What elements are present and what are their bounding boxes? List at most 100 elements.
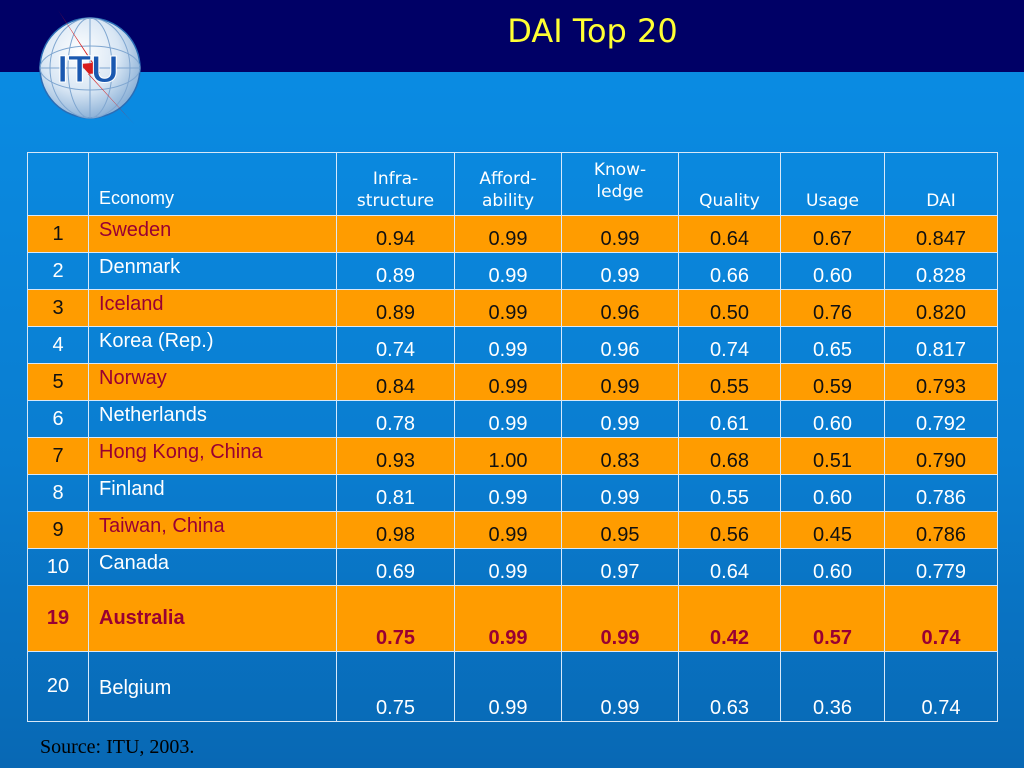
quality-cell: 0.64 [678,548,781,586]
rank-cell: 6 [27,400,89,438]
affordability-cell: 0.99 [454,326,562,364]
economy-cell: Sweden [88,215,337,253]
table-row: 6 Netherlands 0.78 0.99 0.99 0.61 0.60 0… [27,400,998,438]
knowledge-cell: 0.99 [561,651,679,722]
table-row: 4 Korea (Rep.) 0.74 0.99 0.96 0.74 0.65 … [27,326,998,364]
logo-text: ITU [57,49,118,91]
usage-cell: 0.76 [780,289,885,327]
infrastructure-cell: 0.93 [336,437,455,475]
itu-logo: ITU [39,10,141,124]
header-row: Economy Infra-structure Afford-ability K… [27,152,998,216]
knowledge-cell: 0.97 [561,548,679,586]
affordability-cell: 1.00 [454,437,562,475]
economy-cell: Netherlands [88,400,337,438]
dai-cell: 0.74 [884,585,998,652]
infrastructure-cell: 0.94 [336,215,455,253]
rank-cell: 2 [27,252,89,290]
dai-cell: 0.820 [884,289,998,327]
quality-cell: 0.64 [678,215,781,253]
rank-cell: 19 [27,585,89,652]
quality-cell: 0.66 [678,252,781,290]
usage-cell: 0.67 [780,215,885,253]
rank-cell: 7 [27,437,89,475]
header-infra-line1: Infra- [372,169,419,189]
economy-cell: Taiwan, China [88,511,337,549]
quality-cell: 0.68 [678,437,781,475]
header-dai: DAI [884,152,998,216]
table-row: 8 Finland 0.81 0.99 0.99 0.55 0.60 0.786 [27,474,998,512]
header-quality: Quality [678,152,781,216]
knowledge-cell: 0.99 [561,252,679,290]
infrastructure-cell: 0.78 [336,400,455,438]
dai-cell: 0.817 [884,326,998,364]
header-infrastructure: Infra-structure [336,152,455,216]
usage-cell: 0.60 [780,400,885,438]
usage-cell: 0.45 [780,511,885,549]
quality-cell: 0.74 [678,326,781,364]
header-afford-line2: ability [481,191,535,211]
economy-cell: Norway [88,363,337,401]
affordability-cell: 0.99 [454,363,562,401]
affordability-cell: 0.99 [454,585,562,652]
economy-cell: Korea (Rep.) [88,326,337,364]
affordability-cell: 0.99 [454,548,562,586]
infrastructure-cell: 0.89 [336,252,455,290]
rank-cell: 4 [27,326,89,364]
infrastructure-cell: 0.81 [336,474,455,512]
table-row: 2 Denmark 0.89 0.99 0.99 0.66 0.60 0.828 [27,252,998,290]
header-usage: Usage [780,152,885,216]
dai-cell: 0.828 [884,252,998,290]
header-knowledge: Know-ledge [561,152,679,216]
economy-cell: Finland [88,474,337,512]
page-title: DAI Top 20 [507,12,678,50]
usage-cell: 0.65 [780,326,885,364]
header-afford-line1: Afford- [479,169,537,189]
infrastructure-cell: 0.74 [336,326,455,364]
rank-cell: 8 [27,474,89,512]
header-know-line2: ledge [596,182,644,202]
affordability-cell: 0.99 [454,651,562,722]
table-row: 9 Taiwan, China 0.98 0.99 0.95 0.56 0.45… [27,511,998,549]
knowledge-cell: 0.95 [561,511,679,549]
economy-cell: Canada [88,548,337,586]
economy-cell: Belgium [88,651,337,722]
infrastructure-cell: 0.75 [336,651,455,722]
header-affordability: Afford-ability [454,152,562,216]
affordability-cell: 0.99 [454,215,562,253]
usage-cell: 0.57 [780,585,885,652]
quality-cell: 0.55 [678,474,781,512]
affordability-cell: 0.99 [454,400,562,438]
table-row: 7 Hong Kong, China 0.93 1.00 0.83 0.68 0… [27,437,998,475]
header-rank [27,152,89,216]
knowledge-cell: 0.99 [561,585,679,652]
rank-cell: 20 [27,651,89,722]
quality-cell: 0.42 [678,585,781,652]
quality-cell: 0.63 [678,651,781,722]
affordability-cell: 0.99 [454,252,562,290]
infrastructure-cell: 0.89 [336,289,455,327]
header-infra-line2: structure [356,191,435,211]
table-row: 10 Canada 0.69 0.99 0.97 0.64 0.60 0.779 [27,548,998,586]
table-row: 1 Sweden 0.94 0.99 0.99 0.64 0.67 0.847 [27,215,998,253]
knowledge-cell: 0.96 [561,326,679,364]
title-bar [0,0,1024,72]
economy-cell: Iceland [88,289,337,327]
usage-cell: 0.36 [780,651,885,722]
quality-cell: 0.50 [678,289,781,327]
economy-cell: Denmark [88,252,337,290]
table-row: 5 Norway 0.84 0.99 0.99 0.55 0.59 0.793 [27,363,998,401]
header-know-line1: Know- [593,160,647,180]
quality-cell: 0.55 [678,363,781,401]
knowledge-cell: 0.83 [561,437,679,475]
knowledge-cell: 0.96 [561,289,679,327]
usage-cell: 0.60 [780,252,885,290]
usage-cell: 0.60 [780,548,885,586]
usage-cell: 0.60 [780,474,885,512]
usage-cell: 0.59 [780,363,885,401]
economy-cell: Australia [88,585,337,652]
dai-cell: 0.790 [884,437,998,475]
knowledge-cell: 0.99 [561,400,679,438]
economy-cell: Hong Kong, China [88,437,337,475]
dai-cell: 0.847 [884,215,998,253]
affordability-cell: 0.99 [454,511,562,549]
